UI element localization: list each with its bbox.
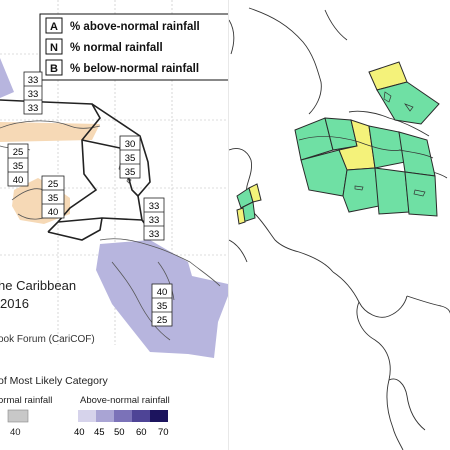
legend-key-n: N <box>50 42 58 54</box>
forecast-box-2-n: 35 <box>13 161 24 172</box>
forecast-box-2: 25 35 40 <box>7 143 29 187</box>
map-title-line1: he Caribbean <box>0 278 76 293</box>
credit-text: ook Forum (CariCOF) <box>0 334 95 345</box>
map-title-line2: 2016 <box>0 296 29 311</box>
forecast-box-4-a: 30 <box>125 139 136 150</box>
forecast-box-5-b: 33 <box>149 229 160 240</box>
scale-value-40: 40 <box>74 427 85 438</box>
below-normal-region-upper <box>0 122 100 142</box>
forecast-box-6: 40 35 25 <box>151 283 173 327</box>
forecast-box-6-n: 35 <box>157 301 168 312</box>
forecast-box-6-b: 25 <box>157 315 168 326</box>
forecast-box-1-n: 33 <box>28 89 39 100</box>
normal-legend-value: 40 <box>10 427 21 438</box>
scale-value-45: 45 <box>94 427 105 438</box>
forecast-box-1: 33 33 33 <box>23 71 43 115</box>
forecast-box-3-b: 40 <box>48 207 59 218</box>
above-normal-scale: 40 45 50 60 70 <box>74 410 169 438</box>
legend-label-normal: % normal rainfall <box>70 42 163 54</box>
normal-legend-swatch <box>7 409 29 423</box>
probability-legend-title: of Most Likely Category <box>0 375 108 387</box>
forecast-box-6-a: 40 <box>157 287 168 298</box>
scale-swatch-50 <box>114 410 132 422</box>
legend-key-a-box <box>45 17 63 34</box>
scale-swatch-45 <box>96 410 114 422</box>
above-normal-legend-label: Above-normal rainfall <box>80 395 170 406</box>
legend-label-above: % above-normal rainfall <box>70 21 200 33</box>
scale-swatch-70 <box>150 410 168 422</box>
zone-south-east-green <box>374 167 410 215</box>
forecast-zones <box>236 61 440 225</box>
zone-hispaniola-green <box>398 131 436 177</box>
scale-value-60: 60 <box>136 427 147 438</box>
forecast-box-3-a: 25 <box>48 179 59 190</box>
forecast-box-5-n: 33 <box>149 215 160 226</box>
zone-belize-yellow <box>248 183 262 203</box>
island-outlines <box>298 91 434 197</box>
regional-zones-panel <box>228 0 450 450</box>
normal-legend-label: ormal rainfall <box>0 395 52 406</box>
legend-box: A N B % above-normal rainfall % normal r… <box>39 13 228 81</box>
forecast-box-4-b: 35 <box>125 167 136 178</box>
legend-key-b-box <box>45 59 63 76</box>
zone-east-green <box>404 171 438 217</box>
coastlines-americas <box>229 7 450 450</box>
forecast-box-1-a: 33 <box>28 75 39 86</box>
legend-box-frame <box>39 13 228 81</box>
legend-label-below: % below-normal rainfall <box>70 63 199 75</box>
above-normal-region-north <box>0 58 14 98</box>
forecast-box-5: 33 33 33 <box>143 197 165 241</box>
rainfall-outlook-panel: A N B % above-normal rainfall % normal r… <box>0 0 228 438</box>
forecast-box-1-b: 33 <box>28 103 39 114</box>
scale-value-50: 50 <box>114 427 125 438</box>
forecast-box-2-a: 25 <box>13 147 24 158</box>
forecast-box-5-a: 33 <box>149 201 160 212</box>
rainfall-outlook-map: A N B % above-normal rainfall % normal r… <box>0 0 228 438</box>
forecast-box-4: 30 35 35 <box>119 135 141 179</box>
forecast-box-3-n: 35 <box>48 193 59 204</box>
regional-zones-map <box>229 7 450 450</box>
legend-key-n-box <box>45 38 63 55</box>
scale-swatch-60 <box>132 410 150 422</box>
forecast-box-3: 25 35 40 <box>41 175 65 219</box>
zone-belize-yellow-2 <box>236 207 246 225</box>
scale-value-70: 70 <box>158 427 169 438</box>
legend-key-a: A <box>50 21 58 33</box>
scale-swatch-40 <box>78 410 96 422</box>
forecast-box-2-b: 40 <box>13 175 24 186</box>
zone-bahamas-green <box>376 81 440 125</box>
forecast-box-4-n: 35 <box>125 153 136 164</box>
legend-key-b: B <box>50 63 58 75</box>
